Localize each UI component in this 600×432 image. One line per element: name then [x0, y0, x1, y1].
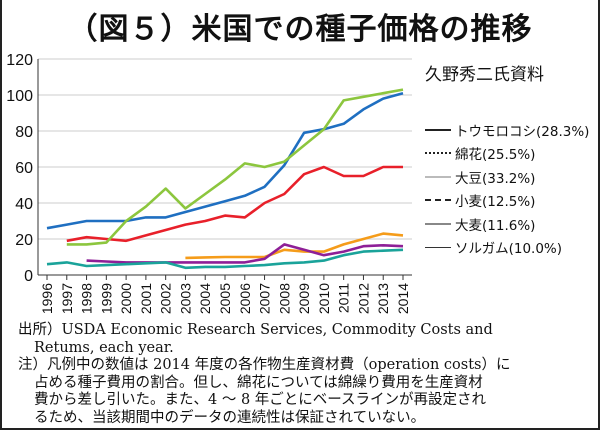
x-tick-label: 2005 — [217, 283, 233, 314]
x-tick-label: 2006 — [237, 283, 253, 314]
x-tick-label: 2002 — [158, 283, 174, 314]
x-tick-label: 1998 — [79, 283, 95, 314]
x-tick-label: 2004 — [197, 283, 213, 314]
line-chart: 0 20 40 60 80 100 120 1996 1997 1998 1999 2000 2001… — [6, 52, 412, 314]
x-tick-label: 2000 — [118, 283, 134, 314]
y-tick-label: 40 — [15, 196, 33, 213]
legend-label: 大麦(11.6%) — [455, 217, 536, 234]
x-tick-label: 2012 — [355, 283, 371, 314]
x-axis-ticks: 1996 1997 1998 1999 2000 2001 2002 2003 2004 2005… — [39, 275, 411, 314]
legend-swatch-lightgray — [425, 175, 451, 178]
figure-title: （図５）米国での種子価格の推移 — [67, 12, 533, 47]
gridlines — [38, 58, 412, 240]
series-line-5 — [46, 248, 404, 270]
note-line-cont: るため、当該期間中のデータの連続性は保証されていない。 — [34, 409, 426, 426]
x-tick-label: 1999 — [98, 283, 114, 314]
note-line-cont: 費から差し引いた。また、4 ～ 8 年ごとにベースラインが再設定され — [34, 392, 487, 408]
series-line-2 — [66, 88, 404, 246]
legend-item-cotton: 綿花(25.5%) — [425, 142, 589, 166]
x-tick-label: 2013 — [375, 283, 391, 314]
legend-label: 小麦(12.5%) — [455, 194, 536, 211]
x-tick-label: 2001 — [138, 283, 154, 314]
x-tick-label: 2014 — [395, 283, 411, 314]
source-line: 出所）USDA Economic Research Services, Comm… — [18, 322, 493, 338]
credit-label: 久野秀二氏資料 — [425, 65, 544, 85]
legend-item-barley: 大麦(11.6%) — [425, 212, 589, 236]
footnotes: 出所）USDA Economic Research Services, Comm… — [18, 322, 588, 427]
legend-label: 綿花(25.5%) — [455, 147, 536, 164]
x-tick-label: 1996 — [39, 283, 55, 314]
legend-swatch-solid — [425, 128, 451, 131]
x-tick-label: 2008 — [276, 283, 292, 314]
legend-item-sorghum: ソルガム(10.0%) — [425, 236, 589, 260]
legend: トウモロコシ(28.3%) 綿花(25.5%) 大豆(33.2%) 小麦(12.… — [425, 118, 589, 259]
x-tick-label: 2009 — [296, 283, 312, 314]
legend-label: ソルガム(10.0%) — [455, 241, 563, 258]
legend-swatch-thin — [425, 246, 451, 248]
legend-swatch-dashed — [425, 199, 451, 202]
x-tick-label: 1997 — [59, 283, 75, 314]
y-tick-label: 0 — [24, 268, 33, 285]
y-tick-label: 60 — [15, 160, 33, 177]
x-tick-label: 2010 — [316, 283, 332, 314]
note-line: 注）凡例中の数値は 2014 年度の各作物生産資材費（operation cos… — [18, 357, 511, 373]
y-tick-label: 20 — [15, 232, 33, 249]
source-line-cont: Retums, each year. — [34, 339, 174, 356]
legend-swatch-dotted — [425, 152, 451, 155]
series-line-1 — [66, 165, 403, 243]
x-tick-label: 2003 — [177, 283, 193, 314]
y-tick-label: 120 — [6, 52, 33, 69]
x-tick-label: 2011 — [336, 283, 352, 313]
legend-item-corn: トウモロコシ(28.3%) — [425, 118, 589, 142]
series-line-0 — [46, 91, 404, 230]
legend-item-soybean: 大豆(33.2%) — [425, 165, 589, 189]
series-line-3 — [185, 232, 404, 260]
x-tick-label: 2007 — [257, 283, 273, 314]
y-tick-label: 80 — [15, 124, 33, 141]
series-lines — [46, 88, 404, 270]
legend-item-wheat: 小麦(12.5%) — [425, 189, 589, 213]
y-tick-label: 100 — [6, 88, 33, 105]
legend-swatch-gray — [425, 222, 451, 225]
legend-label: トウモロコシ(28.3%) — [455, 123, 590, 140]
legend-label: 大豆(33.2%) — [455, 170, 536, 187]
y-axis-ticks: 0 20 40 60 80 100 120 — [6, 52, 33, 285]
note-line-cont: 占める種子費用の割合。但し、綿花については綿繰り費用を生産資材 — [34, 374, 483, 391]
